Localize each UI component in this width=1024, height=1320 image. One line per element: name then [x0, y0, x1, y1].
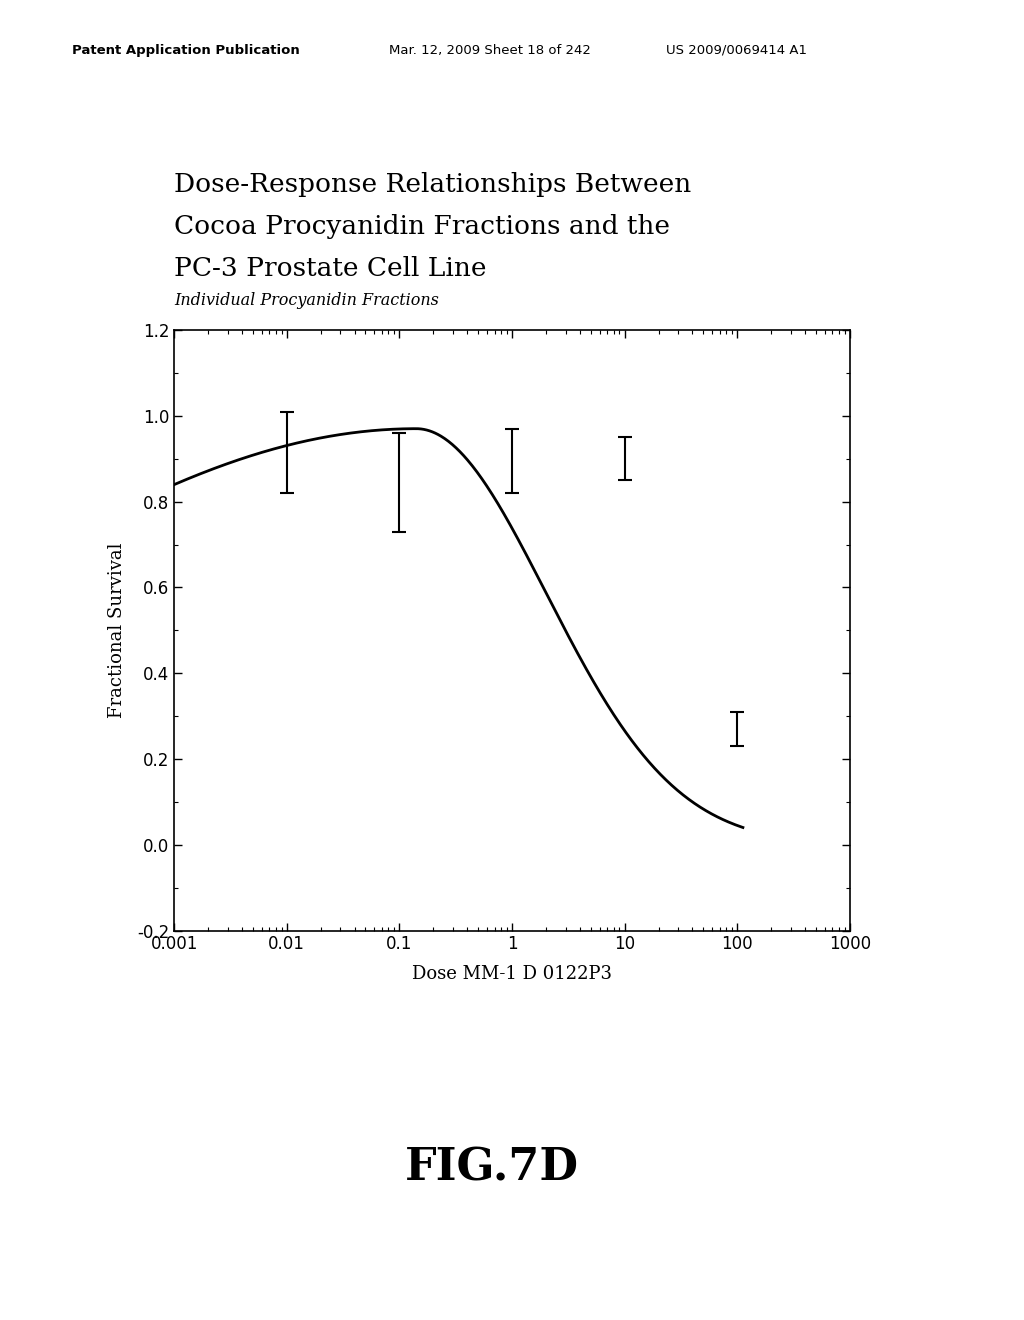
- Text: Mar. 12, 2009 Sheet 18 of 242: Mar. 12, 2009 Sheet 18 of 242: [389, 44, 591, 57]
- X-axis label: Dose MM-1 D 0122P3: Dose MM-1 D 0122P3: [412, 965, 612, 982]
- Text: Individual Procyanidin Fractions: Individual Procyanidin Fractions: [174, 292, 439, 309]
- Text: Patent Application Publication: Patent Application Publication: [72, 44, 299, 57]
- Text: US 2009/0069414 A1: US 2009/0069414 A1: [666, 44, 807, 57]
- Text: Dose-Response Relationships Between: Dose-Response Relationships Between: [174, 172, 691, 197]
- Text: FIG.7D: FIG.7D: [404, 1147, 579, 1189]
- Text: Cocoa Procyanidin Fractions and the: Cocoa Procyanidin Fractions and the: [174, 214, 670, 239]
- Text: PC-3 Prostate Cell Line: PC-3 Prostate Cell Line: [174, 256, 486, 281]
- Y-axis label: Fractional Survival: Fractional Survival: [108, 543, 126, 718]
